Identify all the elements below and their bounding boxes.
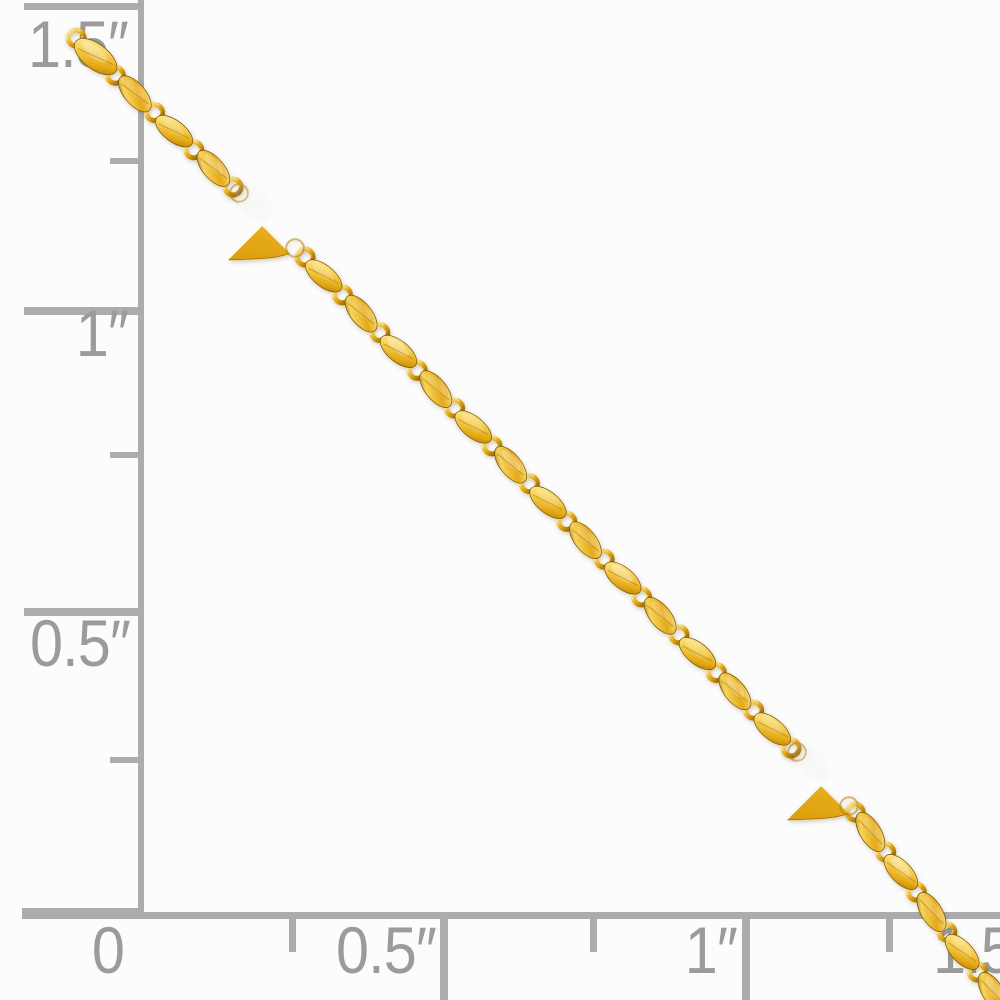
chain-ring [874, 841, 897, 863]
ruler-label: 0 [91, 913, 125, 987]
chain-ring [222, 176, 244, 198]
chain-link [678, 637, 717, 671]
chain-link [379, 334, 418, 368]
ruler-tick-minor [886, 919, 893, 952]
chain-ring [518, 472, 540, 495]
chain-ring [481, 435, 503, 457]
chain-link [604, 561, 642, 595]
ruler-tick-zero [22, 908, 144, 919]
chain-link [569, 521, 602, 559]
heart-charm [227, 176, 312, 261]
ruler-tick-minor [289, 919, 296, 952]
ruler-label: 0.5″ [335, 913, 437, 987]
ruler-tick-major [24, 3, 144, 10]
chain-ring [668, 623, 690, 646]
chain-link [643, 597, 677, 635]
chain-link [529, 486, 567, 519]
ruler-tick-major [440, 919, 448, 1000]
chain-ring [406, 359, 428, 381]
ruler-label: 1″ [684, 913, 738, 987]
ruler-tick-major [742, 919, 750, 1000]
ruler-tick-major [24, 307, 144, 315]
chain-ring [593, 548, 615, 570]
heart-shape [786, 736, 871, 821]
chain-link [883, 854, 919, 890]
charm-hole-rim [839, 796, 859, 816]
chain-ring [705, 661, 727, 683]
ruler-horizontal-line [22, 912, 1000, 919]
specular-highlight [792, 742, 828, 778]
chain-link [155, 115, 194, 148]
charm-hole-rim [229, 183, 249, 203]
chain-ring [555, 510, 578, 532]
ruler-label: 0.5″ [29, 606, 131, 680]
ruler-tick-major [24, 608, 144, 616]
chain-link [344, 294, 378, 333]
chain-ring [905, 881, 927, 903]
chain-link [419, 370, 453, 408]
ruler-tick-minor [110, 158, 144, 164]
chain-ring [443, 397, 466, 419]
chain-link [454, 410, 492, 444]
chain-ring [143, 101, 165, 123]
heart-charm [786, 736, 871, 821]
chain-link [718, 672, 752, 711]
chain-link [305, 259, 343, 293]
chain-link [196, 149, 231, 187]
ruler-label: 1.5 [933, 913, 1000, 987]
chain-ring [742, 699, 765, 721]
chain-ring [630, 586, 652, 608]
chain-ring [369, 321, 391, 344]
charm-hole-rim [285, 238, 305, 258]
ruler-vertical-line [138, 0, 144, 919]
ruler-tick-minor [110, 452, 144, 458]
chain-link [753, 712, 791, 746]
chain-ring [331, 284, 353, 306]
chain-ring [780, 737, 802, 759]
charm-hole-rim [787, 742, 807, 762]
specular-highlight [234, 182, 270, 218]
chain-link [494, 446, 527, 484]
chain-ring [294, 246, 316, 268]
ruler-label: 1″ [75, 296, 129, 370]
ruler-tick-minor [110, 757, 144, 763]
chain [65, 27, 1000, 1000]
heart-shape [227, 176, 312, 261]
ruler-tick-minor [590, 919, 597, 952]
chain-ring [844, 801, 866, 823]
chain-link [855, 812, 886, 852]
chain-ring [183, 139, 205, 161]
ruler-label: 1.5″ [27, 7, 129, 81]
